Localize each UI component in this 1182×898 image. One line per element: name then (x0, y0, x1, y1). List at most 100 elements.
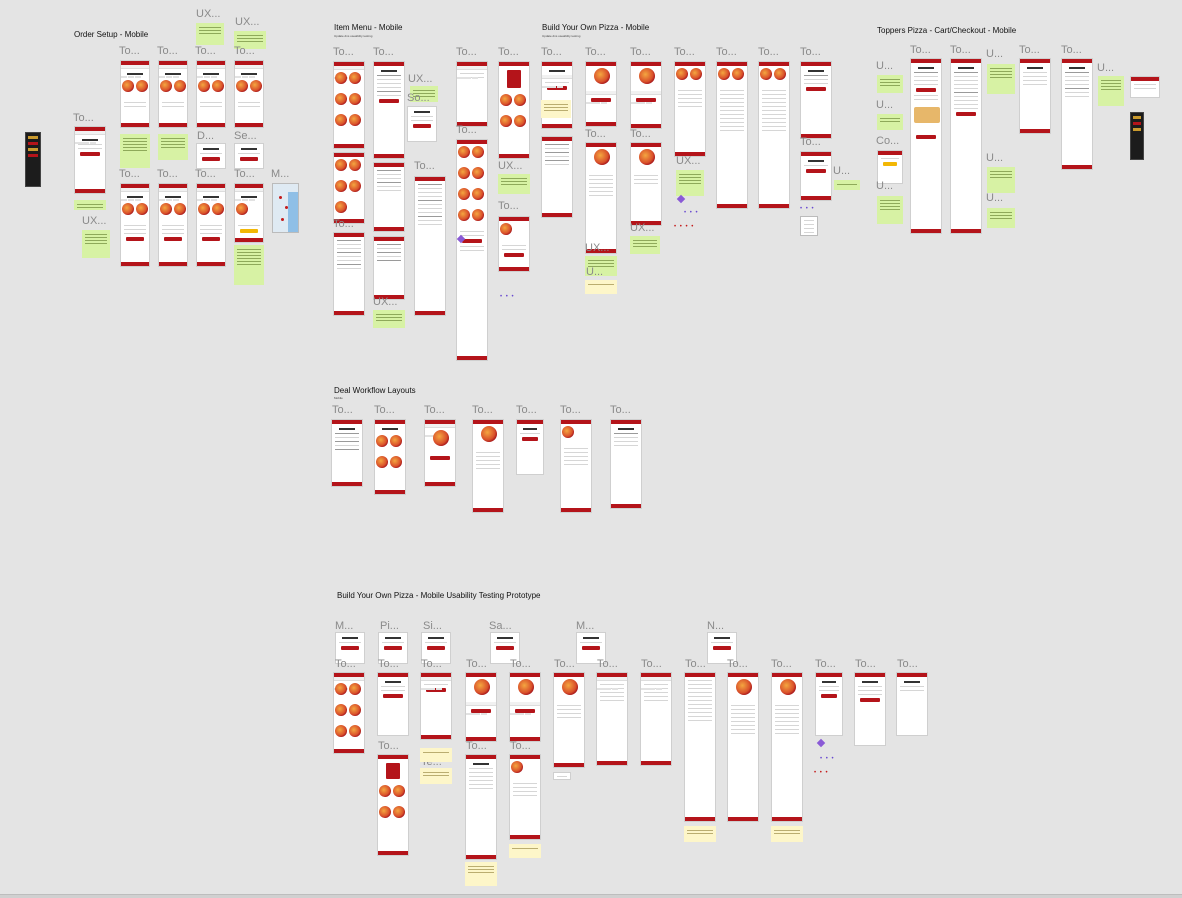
dark-splash-frame[interactable] (25, 132, 41, 187)
phone-frame[interactable] (456, 139, 488, 361)
sticky-note[interactable] (630, 236, 660, 254)
keypad-frame[interactable] (800, 216, 818, 236)
sticky-note[interactable] (498, 174, 530, 194)
phone-frame[interactable] (498, 61, 530, 159)
phone-frame[interactable] (234, 60, 264, 128)
phone-frame[interactable] (333, 672, 365, 754)
phone-frame[interactable] (585, 142, 617, 254)
phone-frame[interactable] (424, 419, 456, 487)
desktop-frame[interactable] (1130, 76, 1160, 98)
phone-frame[interactable] (373, 61, 405, 159)
phone-frame[interactable] (640, 672, 672, 766)
dialog-frame[interactable] (421, 632, 451, 664)
dialog-frame[interactable] (707, 632, 737, 664)
toast-frame[interactable] (553, 772, 571, 780)
phone-frame[interactable] (509, 672, 541, 742)
phone-frame[interactable] (333, 61, 365, 149)
phone-frame[interactable] (596, 672, 628, 766)
dialog-frame[interactable] (234, 143, 264, 169)
sticky-note[interactable] (877, 196, 903, 224)
dialog-frame[interactable] (196, 143, 226, 169)
phone-frame[interactable] (1019, 58, 1051, 134)
phone-frame[interactable] (541, 136, 573, 218)
phone-frame[interactable] (950, 58, 982, 234)
phone-frame[interactable] (758, 61, 790, 209)
phone-frame[interactable] (541, 61, 573, 129)
phone-frame[interactable] (910, 58, 942, 234)
phone-frame[interactable] (120, 183, 150, 267)
phone-frame[interactable] (800, 61, 832, 139)
sticky-note[interactable] (410, 86, 438, 102)
sticky-note[interactable] (987, 64, 1015, 94)
phone-frame[interactable] (373, 162, 405, 232)
sticky-note[interactable] (158, 134, 188, 160)
phone-frame[interactable] (377, 672, 409, 736)
sticky-note[interactable] (684, 826, 716, 842)
dialog-frame[interactable] (335, 632, 365, 664)
phone-frame[interactable] (377, 754, 409, 856)
sticky-note[interactable] (234, 245, 264, 285)
sticky-note[interactable] (585, 280, 617, 294)
phone-frame[interactable] (509, 754, 541, 840)
phone-frame[interactable] (472, 419, 504, 513)
phone-frame[interactable] (1061, 58, 1093, 170)
phone-frame[interactable] (158, 60, 188, 128)
phone-frame[interactable] (630, 142, 662, 226)
sticky-note[interactable] (987, 208, 1015, 228)
phone-frame[interactable] (674, 61, 706, 157)
sticky-note[interactable] (373, 310, 405, 328)
sticky-note[interactable] (541, 100, 571, 118)
phone-frame[interactable] (158, 183, 188, 267)
phone-frame[interactable] (196, 183, 226, 267)
phone-frame[interactable] (333, 232, 365, 316)
phone-frame[interactable] (196, 60, 226, 128)
phone-frame[interactable] (896, 672, 928, 736)
sticky-note[interactable] (877, 114, 903, 130)
dialog-frame[interactable] (490, 632, 520, 664)
canvas-bottom-scrollbar[interactable] (0, 894, 1182, 898)
sticky-note[interactable] (771, 826, 803, 842)
phone-frame[interactable] (716, 61, 748, 209)
sticky-note[interactable] (877, 75, 903, 93)
dialog-frame[interactable] (378, 632, 408, 664)
sticky-note[interactable] (676, 170, 704, 196)
sticky-note[interactable] (585, 256, 617, 276)
phone-frame[interactable] (465, 672, 497, 742)
phone-frame[interactable] (465, 754, 497, 860)
phone-frame[interactable] (727, 672, 759, 822)
phone-frame[interactable] (553, 672, 585, 768)
sticky-note[interactable] (82, 230, 110, 258)
phone-frame[interactable] (771, 672, 803, 822)
phone-frame[interactable] (560, 419, 592, 513)
phone-frame[interactable] (516, 419, 544, 475)
dialog-frame[interactable] (407, 106, 437, 142)
phone-frame[interactable] (585, 61, 617, 127)
dark-splash-frame[interactable] (1130, 112, 1144, 160)
dialog-frame[interactable] (576, 632, 606, 664)
phone-frame[interactable] (414, 176, 446, 316)
sticky-note[interactable] (420, 768, 452, 784)
phone-frame[interactable] (854, 672, 886, 746)
phone-frame[interactable] (420, 672, 452, 740)
sticky-note[interactable] (120, 134, 150, 168)
phone-frame[interactable] (331, 419, 363, 487)
phone-frame[interactable] (877, 150, 903, 184)
sticky-note[interactable] (196, 23, 224, 45)
sticky-note[interactable] (1098, 76, 1124, 106)
sticky-note[interactable] (234, 31, 266, 49)
phone-frame[interactable] (333, 152, 365, 224)
phone-frame[interactable] (456, 61, 488, 127)
phone-frame[interactable] (120, 60, 150, 128)
sticky-note[interactable] (465, 862, 497, 886)
phone-frame[interactable] (234, 183, 264, 243)
store-map-frame[interactable] (272, 183, 299, 233)
phone-frame[interactable] (74, 126, 106, 194)
phone-frame[interactable] (815, 672, 843, 736)
phone-frame[interactable] (630, 61, 662, 129)
sticky-note[interactable] (74, 200, 106, 210)
phone-frame[interactable] (684, 672, 716, 822)
sticky-note[interactable] (834, 180, 860, 190)
phone-frame[interactable] (610, 419, 642, 509)
sticky-note[interactable] (420, 748, 452, 762)
